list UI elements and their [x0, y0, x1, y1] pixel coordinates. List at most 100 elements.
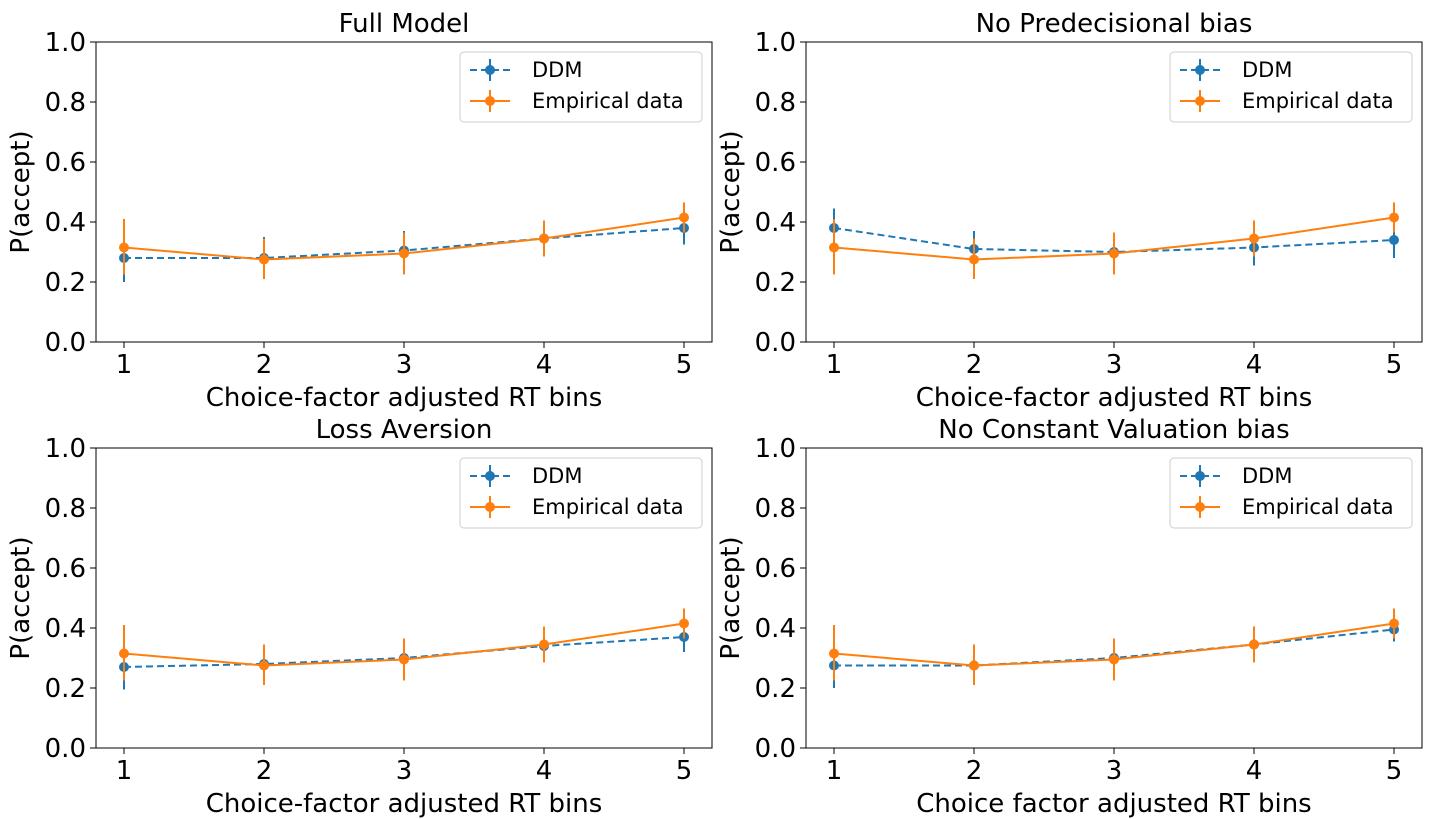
series-empirical [119, 202, 689, 279]
chart-panel-1: Full Model 0.0 0.2 0.4 0.6 0.8 1.0 1 2 3 4 5 Choice-… [6, 9, 713, 413]
data-point [969, 660, 979, 671]
x-axis-label: Choice-factor adjusted RT bins [206, 383, 603, 413]
y-tick-label: 0.6 [755, 148, 796, 178]
chart-title: No Constant Valuation bias [938, 415, 1289, 445]
x-tick-label: 2 [966, 350, 983, 380]
y-tick-label: 0.8 [45, 494, 86, 524]
x-tick-label: 1 [826, 756, 843, 786]
y-tick-label: 0.8 [45, 88, 86, 118]
legend-label: DDM [1242, 58, 1292, 82]
legend-box [1169, 51, 1413, 123]
chart-title: No Predecisional bias [976, 9, 1253, 39]
y-tick-label: 0.6 [45, 148, 86, 178]
y-tick-label: 0.6 [755, 554, 796, 584]
chart-panel-4: No Constant Valuation bias 0.0 0.2 0.4 0.6 0.… [716, 415, 1423, 819]
data-point [259, 254, 269, 265]
series-empirical [119, 608, 689, 685]
legend-box [459, 51, 703, 123]
legend-box [1169, 457, 1413, 529]
x-tick-label: 2 [966, 756, 983, 786]
y-axis-label: P(accept) [6, 130, 36, 253]
legend-marker [485, 96, 495, 106]
data-point [119, 648, 129, 659]
legend: DDM Empirical data [1169, 51, 1413, 123]
legend-marker [485, 65, 495, 75]
y-tick-label: 1.0 [755, 434, 796, 464]
data-point [539, 639, 549, 650]
legend-marker [1195, 65, 1205, 75]
y-tick-label: 0.0 [755, 328, 796, 358]
x-axis-label: Choice-factor adjusted RT bins [916, 383, 1313, 413]
y-tick-label: 1.0 [45, 434, 86, 464]
y-tick-label: 0.8 [755, 494, 796, 524]
legend-label: DDM [1242, 464, 1292, 488]
data-point [679, 212, 689, 223]
x-tick-label: 3 [1106, 350, 1123, 380]
x-axis-label: Choice-factor adjusted RT bins [206, 789, 603, 819]
legend-marker [1195, 96, 1205, 106]
x-tick-label: 5 [1386, 756, 1403, 786]
series-empirical [829, 202, 1399, 279]
y-tick-label: 0.4 [45, 614, 86, 644]
chart-panel-3: Loss Aversion 0.0 0.2 0.4 0.6 0.8 1.0 1 2 3 4 5 Choi… [6, 415, 713, 819]
y-tick-label: 0.0 [45, 328, 86, 358]
legend-marker [1195, 471, 1205, 481]
y-tick-label: 0.2 [45, 674, 86, 704]
chart-panel-2: No Predecisional bias 0.0 0.2 0.4 0.6 0.8 1.0 1… [716, 9, 1423, 413]
y-tick-label: 0.2 [755, 674, 796, 704]
data-point [1389, 235, 1399, 245]
legend-marker [1195, 502, 1205, 512]
data-point [1249, 639, 1259, 650]
y-tick-label: 0.4 [755, 614, 796, 644]
x-tick-label: 5 [676, 756, 693, 786]
x-tick-label: 4 [536, 756, 553, 786]
x-tick-label: 1 [116, 350, 133, 380]
legend-label: Empirical data [532, 495, 684, 519]
y-tick-label: 1.0 [45, 28, 86, 58]
data-point [399, 654, 409, 665]
legend: DDM Empirical data [459, 51, 703, 123]
x-tick-label: 3 [396, 350, 413, 380]
x-tick-label: 4 [1246, 350, 1263, 380]
chart-title: Full Model [339, 9, 470, 39]
data-point [829, 648, 839, 659]
y-tick-label: 0.4 [755, 208, 796, 238]
data-point [1389, 212, 1399, 223]
data-point [1109, 248, 1119, 259]
x-tick-label: 3 [396, 756, 413, 786]
data-point [969, 254, 979, 265]
data-point [679, 618, 689, 629]
legend: DDM Empirical data [1169, 457, 1413, 529]
data-point [259, 660, 269, 671]
legend-label: DDM [532, 58, 582, 82]
x-tick-label: 1 [826, 350, 843, 380]
legend-label: Empirical data [532, 89, 684, 113]
legend-marker [485, 502, 495, 512]
x-tick-label: 4 [536, 350, 553, 380]
data-point [1249, 233, 1259, 244]
x-tick-label: 2 [256, 350, 273, 380]
x-tick-label: 2 [256, 756, 273, 786]
y-tick-label: 0.6 [45, 554, 86, 584]
legend: DDM Empirical data [459, 457, 703, 529]
y-axis-label: P(accept) [716, 536, 746, 659]
series-empirical [829, 608, 1399, 685]
legend-label: Empirical data [1242, 89, 1394, 113]
data-point [399, 248, 409, 259]
legend-label: Empirical data [1242, 495, 1394, 519]
legend-box [459, 457, 703, 529]
legend-marker [485, 471, 495, 481]
data-point [1389, 618, 1399, 629]
x-tick-label: 1 [116, 756, 133, 786]
y-tick-label: 0.0 [755, 734, 796, 764]
x-tick-label: 5 [1386, 350, 1403, 380]
y-tick-label: 0.4 [45, 208, 86, 238]
x-tick-label: 3 [1106, 756, 1123, 786]
x-tick-label: 5 [676, 350, 693, 380]
y-tick-label: 1.0 [755, 28, 796, 58]
chart-title: Loss Aversion [316, 415, 493, 445]
data-point [1109, 654, 1119, 665]
data-point [539, 233, 549, 244]
data-point [119, 242, 129, 253]
